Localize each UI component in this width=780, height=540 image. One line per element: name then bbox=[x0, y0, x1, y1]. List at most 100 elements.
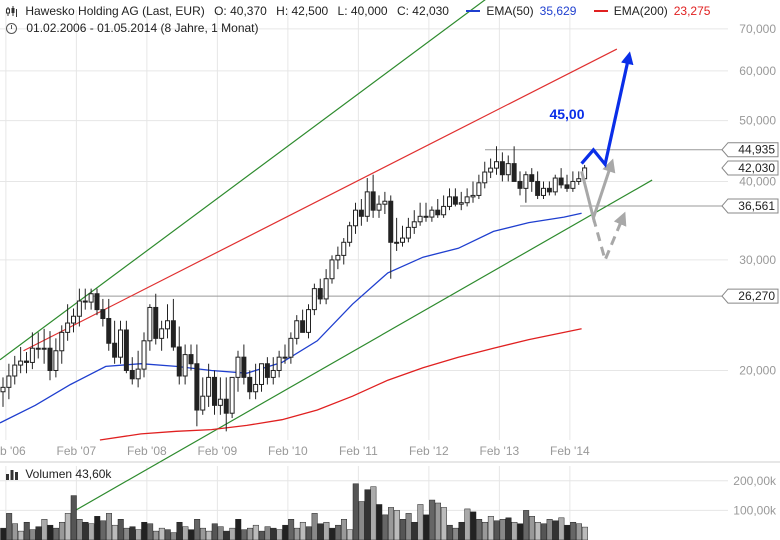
candle-body-down bbox=[423, 215, 429, 218]
candle-body-down bbox=[123, 329, 129, 371]
volume-bar bbox=[505, 517, 512, 540]
candle bbox=[29, 332, 35, 370]
candle-body-down bbox=[564, 184, 570, 189]
candle-body-up bbox=[59, 331, 65, 352]
candle bbox=[358, 199, 364, 226]
volume-bar bbox=[552, 520, 559, 540]
candle-body-down bbox=[264, 363, 270, 378]
candle-body-down bbox=[358, 209, 364, 217]
candle bbox=[212, 370, 217, 415]
volume-bar bbox=[106, 513, 112, 540]
volume-bar bbox=[123, 527, 130, 540]
candle-body-down bbox=[170, 320, 176, 348]
candle-body-up bbox=[135, 368, 141, 380]
candle bbox=[259, 363, 264, 392]
candle bbox=[570, 171, 576, 192]
volume-bar bbox=[247, 527, 253, 540]
candle-body-up bbox=[341, 241, 347, 256]
candle-body-up bbox=[311, 288, 317, 311]
volume-bar bbox=[264, 526, 271, 540]
volume-bar bbox=[411, 521, 418, 540]
x-tick-label: Feb '10 bbox=[268, 444, 308, 458]
candle-body-down bbox=[435, 209, 441, 216]
candle bbox=[141, 332, 147, 378]
candle bbox=[494, 146, 499, 175]
candle-body-up bbox=[200, 395, 206, 411]
candle bbox=[476, 174, 482, 200]
candle-body-up bbox=[76, 300, 82, 317]
candle bbox=[411, 210, 417, 234]
candle-body-down bbox=[388, 200, 394, 243]
volume-bar bbox=[323, 521, 330, 540]
candle-body-up bbox=[541, 187, 546, 196]
candle-body-up bbox=[253, 383, 259, 393]
volume-bar bbox=[299, 521, 306, 540]
candle bbox=[112, 320, 118, 364]
candle-body-down bbox=[558, 177, 564, 186]
volume-bar bbox=[205, 530, 212, 540]
candle bbox=[564, 174, 570, 192]
candle-body-down bbox=[300, 320, 306, 333]
candle-body-up bbox=[276, 356, 282, 371]
candle bbox=[306, 304, 311, 339]
candle-body-down bbox=[247, 376, 253, 393]
volume-tick-label: 100,00k bbox=[733, 503, 777, 517]
candle bbox=[12, 355, 18, 385]
candle-body-up bbox=[353, 209, 358, 227]
candle-body-down bbox=[194, 363, 200, 411]
candle-body-down bbox=[82, 300, 88, 303]
candle-body-up bbox=[147, 306, 153, 342]
volume-bar bbox=[558, 517, 565, 540]
candle-body-up bbox=[65, 322, 71, 333]
volume-bar bbox=[311, 513, 318, 540]
volume-bar bbox=[335, 524, 342, 540]
candle-body-down bbox=[47, 347, 53, 371]
candle bbox=[170, 298, 176, 351]
volume-bar bbox=[329, 527, 336, 540]
volume-bar bbox=[117, 519, 124, 540]
open-value: O: 40,370 bbox=[214, 4, 267, 18]
candle bbox=[106, 298, 112, 351]
candle-body-down bbox=[499, 161, 505, 176]
volume-bar bbox=[546, 519, 553, 540]
x-tick-label: Feb '08 bbox=[127, 444, 167, 458]
volume-bar bbox=[529, 516, 535, 540]
volume-bar bbox=[382, 514, 389, 540]
candle bbox=[0, 377, 6, 407]
volume-bar bbox=[70, 495, 77, 540]
volume-bar bbox=[440, 507, 447, 540]
candle-body-up bbox=[429, 209, 435, 218]
candle bbox=[470, 181, 476, 203]
candle bbox=[505, 155, 511, 182]
volume-bar bbox=[493, 520, 500, 540]
volume-bar bbox=[135, 529, 142, 540]
candle bbox=[118, 320, 123, 364]
candle bbox=[423, 202, 429, 222]
candle-body-up bbox=[447, 196, 452, 207]
volume-bar bbox=[499, 519, 506, 540]
level-tag-label: 36,561 bbox=[738, 199, 775, 213]
candle bbox=[223, 377, 229, 432]
volume-bar bbox=[482, 521, 488, 540]
ema50-line bbox=[0, 212, 582, 424]
candle-body-down bbox=[212, 376, 217, 406]
low-value: L: 40,000 bbox=[337, 4, 388, 18]
volume-bar bbox=[88, 523, 95, 540]
volume-bar bbox=[405, 513, 412, 540]
candle-body-up bbox=[405, 226, 411, 239]
candle bbox=[176, 326, 182, 385]
candle-body-down bbox=[529, 174, 535, 182]
candle bbox=[159, 320, 165, 351]
candle bbox=[241, 344, 247, 385]
candle bbox=[499, 152, 505, 182]
volume-bar bbox=[229, 527, 236, 540]
candle bbox=[288, 332, 294, 364]
candle bbox=[147, 304, 153, 351]
candle-body-down bbox=[112, 342, 118, 358]
volume-bar bbox=[564, 524, 571, 540]
candle bbox=[235, 350, 241, 392]
candle bbox=[59, 325, 65, 364]
candle bbox=[229, 376, 235, 419]
period-label: 01.02.2006 - 01.05.2014 (8 Jahre, 1 Mona… bbox=[26, 21, 259, 35]
